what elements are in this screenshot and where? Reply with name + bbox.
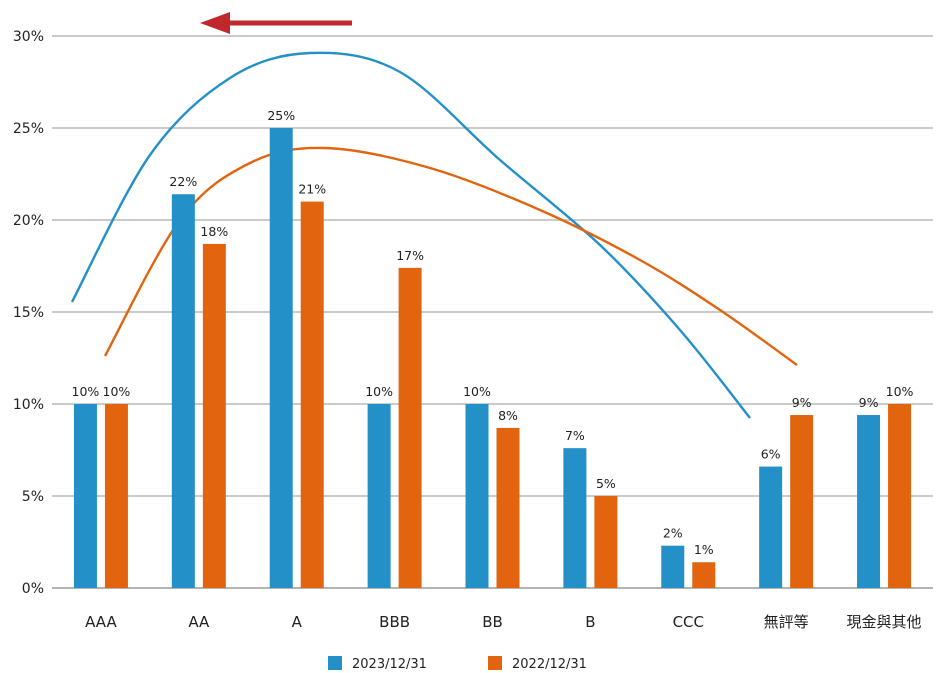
bar-2022 — [692, 562, 716, 588]
legend-label: 2022/12/31 — [512, 657, 587, 672]
legend-label: 2023/12/31 — [352, 657, 427, 672]
bar-2022 — [790, 415, 814, 588]
x-tick-label: 現金與其他 — [847, 613, 922, 631]
bar-2023 — [759, 466, 783, 588]
legend-swatch — [488, 656, 502, 670]
bar-2022 — [300, 201, 324, 588]
bar-2023 — [661, 545, 685, 588]
y-tick-label: 10% — [13, 397, 44, 413]
data-label: 1% — [694, 542, 714, 557]
data-label: 5% — [596, 476, 616, 491]
data-label: 2% — [663, 526, 683, 541]
x-tick-label: B — [585, 613, 595, 631]
y-tick-label: 30% — [13, 29, 44, 45]
data-label: 7% — [565, 428, 585, 443]
data-label: 17% — [396, 248, 424, 263]
data-label: 6% — [761, 447, 781, 462]
x-tick-label: BBB — [379, 613, 410, 631]
bar-2023 — [465, 404, 489, 588]
legend: 2023/12/31 2022/12/31 — [328, 656, 587, 672]
left-arrow-annotation — [200, 12, 352, 34]
y-tick-label: 0% — [22, 581, 44, 597]
y-tick-label: 20% — [13, 213, 44, 229]
gridlines — [52, 35, 933, 589]
bar-2022 — [496, 427, 520, 588]
x-tick-label: AAA — [85, 613, 117, 631]
data-label: 25% — [267, 108, 295, 123]
bar-2023 — [857, 415, 881, 588]
x-tick-label: AA — [188, 613, 210, 631]
bar-2022 — [594, 496, 618, 588]
data-label: 10% — [365, 384, 393, 399]
bar-2023 — [367, 404, 391, 588]
x-tick-label: BB — [482, 613, 503, 631]
bar-2023 — [171, 194, 195, 589]
data-label: 10% — [72, 384, 100, 399]
bar-2023 — [563, 448, 587, 588]
data-label: 9% — [859, 395, 879, 410]
x-tick-label: CCC — [673, 613, 704, 631]
y-axis: 0% 5% 10% 15% 20% 25% 30% — [13, 29, 44, 597]
bar-2022 — [202, 243, 226, 589]
data-label: 9% — [792, 395, 812, 410]
bars: 10% 10%22%18%25%21%10%17%10%8%7%5%2%1%6%9… — [72, 108, 914, 589]
bar-2023 — [73, 404, 97, 588]
y-tick-label: 25% — [13, 121, 44, 137]
bar-2022 — [398, 267, 422, 588]
x-tick-label: 無評等 — [764, 613, 809, 631]
bar-2023 — [269, 128, 293, 588]
data-label: 21% — [298, 182, 326, 197]
trend-curve-2023 — [70, 51, 751, 419]
x-axis: AAA AA A BBB BB B CCC 無評等 現金與其他 — [85, 613, 921, 631]
data-label: 10% — [886, 384, 914, 399]
data-label: 8% — [498, 408, 518, 423]
y-tick-label: 15% — [13, 305, 44, 321]
data-label: 22% — [169, 174, 197, 189]
data-label: 18% — [200, 224, 228, 239]
data-label: 10% — [463, 384, 491, 399]
bar-2022 — [104, 404, 128, 588]
arrow-head — [200, 12, 230, 34]
y-tick-label: 5% — [22, 489, 44, 505]
bar-2022 — [888, 404, 912, 588]
data-label: 10% — [103, 384, 131, 399]
x-tick-label: A — [292, 613, 303, 631]
legend-swatch — [328, 656, 342, 670]
